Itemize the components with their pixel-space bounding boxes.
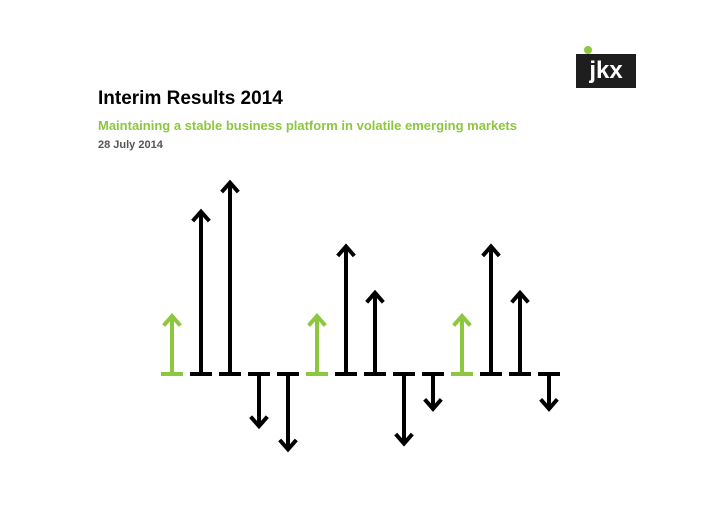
arrow-head-icon (249, 415, 269, 430)
arrow-head-icon (452, 312, 472, 327)
arrow-head-icon (278, 438, 298, 453)
slide-date: 28 July 2014 (98, 139, 163, 151)
arrow-head-icon (220, 179, 240, 194)
arrow-head-icon (162, 312, 182, 327)
arrow-11-up (451, 312, 473, 376)
logo-dot-icon (584, 46, 592, 54)
arrow-13-up (509, 289, 531, 376)
arrow-8-up (364, 289, 386, 376)
logo-box: jkx (576, 54, 636, 88)
arrow-7-up (335, 243, 357, 376)
arrow-head-icon (191, 208, 211, 223)
arrow-4-down (248, 372, 270, 430)
slide-title: Interim Results 2014 (98, 88, 283, 109)
arrow-2-up (190, 208, 212, 376)
arrow-5-down (277, 372, 299, 453)
arrow-1-up (161, 312, 183, 376)
arrow-10-down (422, 372, 444, 412)
jkx-logo: jkx (576, 44, 636, 88)
arrow-head-icon (365, 289, 385, 304)
logo-text: jkx (589, 57, 623, 84)
arrow-head-icon (423, 397, 443, 412)
arrow-14-down (538, 372, 560, 412)
arrow-head-icon (336, 243, 356, 258)
arrow-head-icon (481, 243, 501, 258)
arrow-9-down (393, 372, 415, 447)
arrow-head-icon (394, 432, 414, 447)
arrow-head-icon (539, 397, 559, 412)
arrow-12-up (480, 243, 502, 376)
arrow-6-up (306, 312, 328, 376)
arrow-head-icon (307, 312, 327, 327)
arrow-head-icon (510, 289, 530, 304)
slide-subtitle: Maintaining a stable business platform i… (98, 118, 517, 133)
arrow-3-up (219, 179, 241, 376)
